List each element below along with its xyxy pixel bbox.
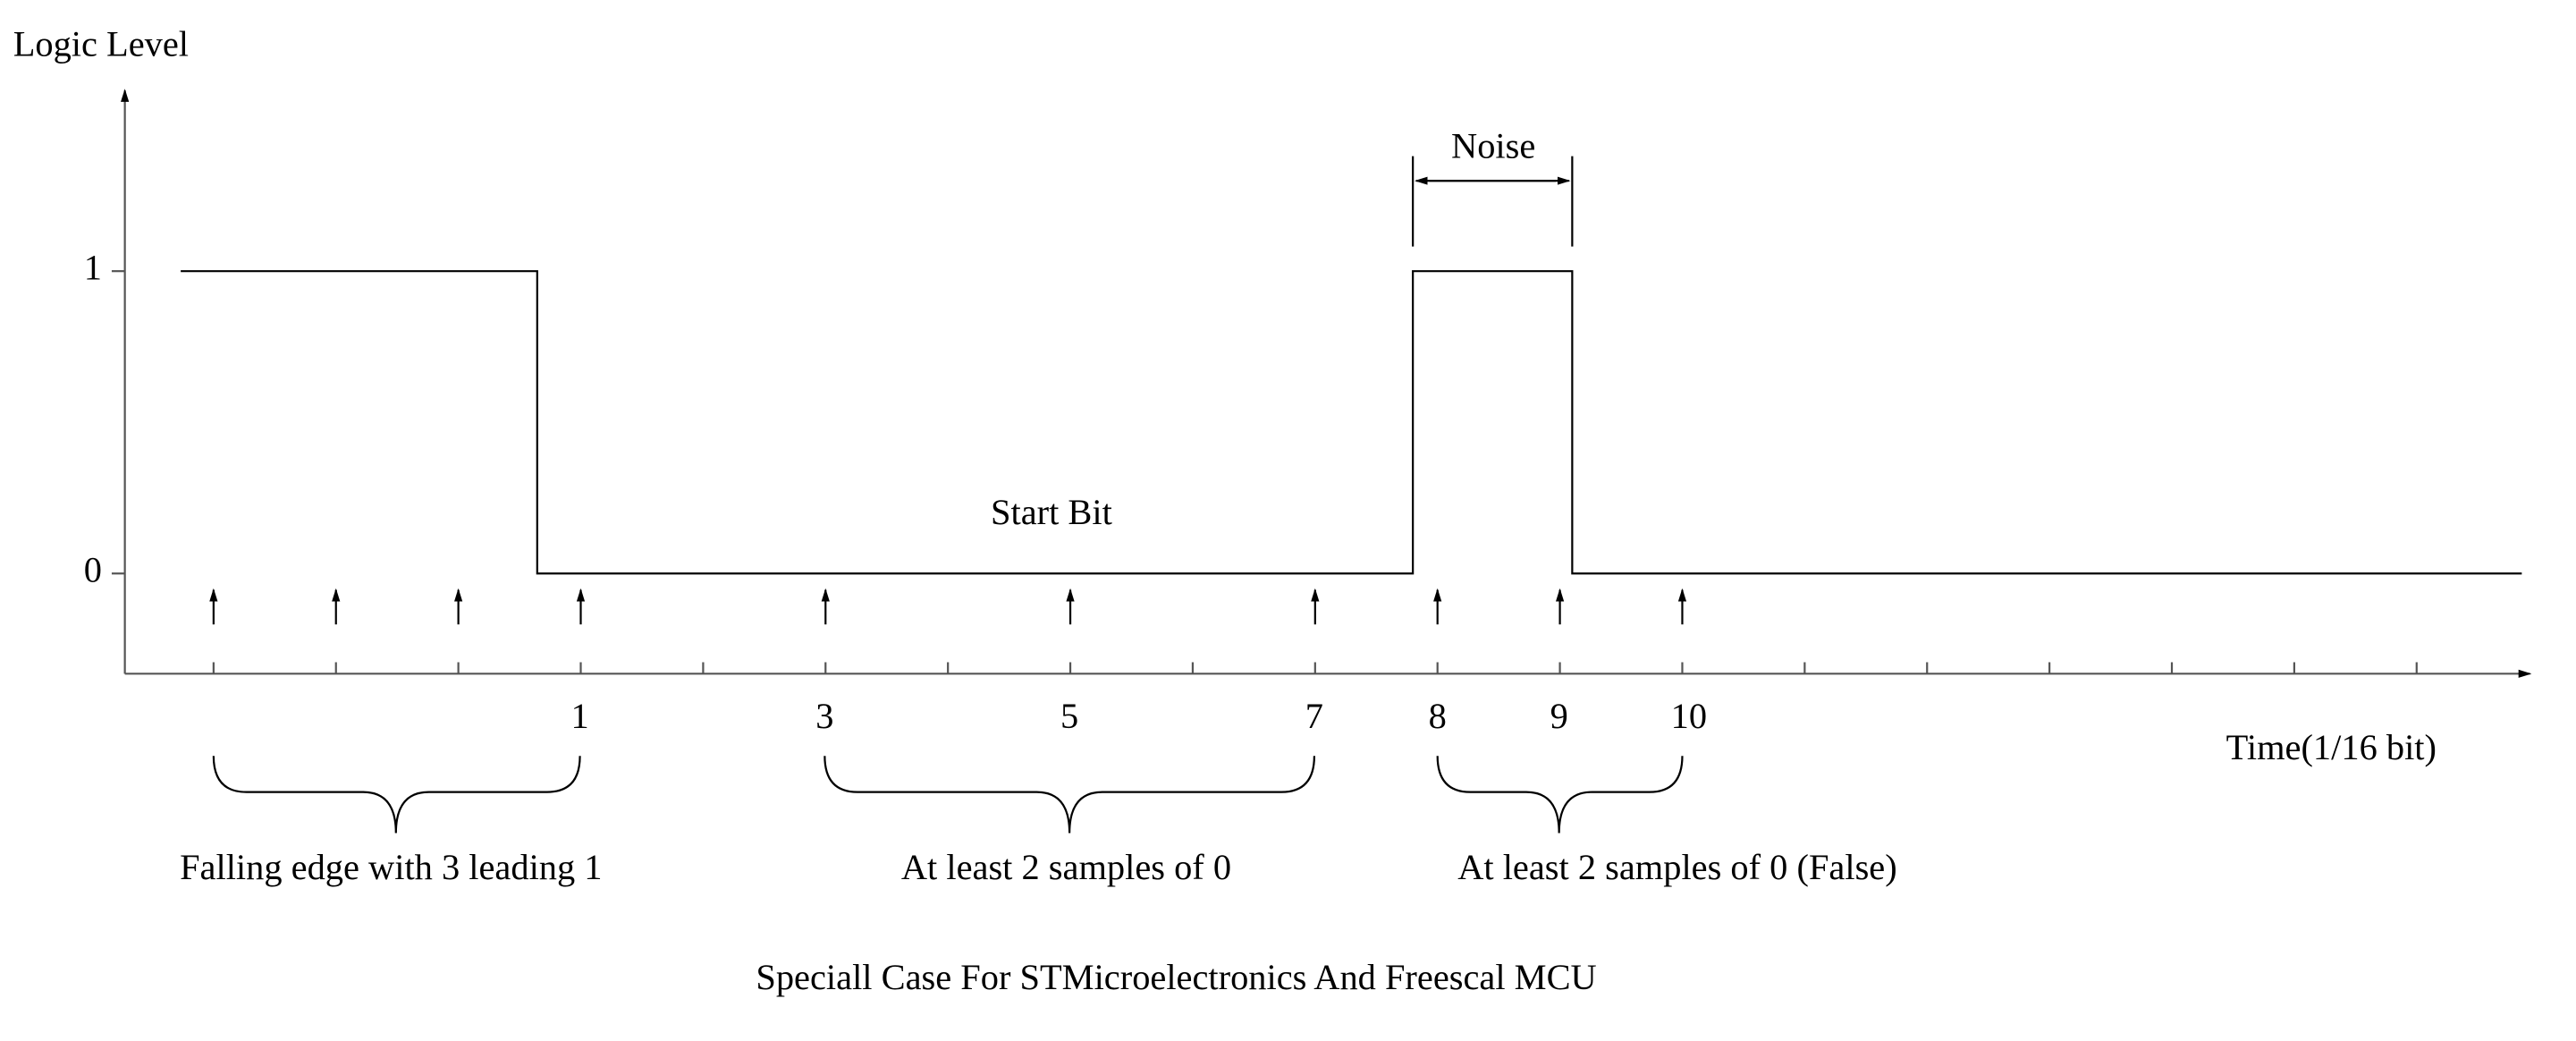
x-axis-label: Time(1/16 bit) xyxy=(2226,727,2437,767)
sample-label: 5 xyxy=(1060,696,1078,736)
x-ticks xyxy=(212,662,2418,674)
caption: Speciall Case For STMicroelectronics And… xyxy=(756,957,1596,997)
sample-label: 8 xyxy=(1429,696,1447,736)
sample-arrows xyxy=(209,588,1687,625)
sample-label: 10 xyxy=(1671,696,1707,736)
brace-label: At least 2 samples of 0 xyxy=(901,847,1231,887)
brace-label: Falling edge with 3 leading 1 xyxy=(180,847,602,887)
signal-label: Start Bit xyxy=(991,492,1112,532)
brace xyxy=(1436,756,1684,834)
brace xyxy=(212,756,581,834)
noise-label: Noise xyxy=(1451,125,1535,165)
y-level-label: 0 xyxy=(84,550,102,590)
brace-label: At least 2 samples of 0 (False) xyxy=(1457,847,1897,887)
sample-label: 1 xyxy=(570,696,588,736)
sample-label: 7 xyxy=(1305,696,1323,736)
sample-label: 9 xyxy=(1550,696,1568,736)
signal-waveform xyxy=(181,270,2522,575)
brace xyxy=(823,756,1316,834)
y-axis-label: Logic Level xyxy=(13,24,189,64)
y-level-label: 1 xyxy=(84,247,102,287)
sample-label: 3 xyxy=(815,696,833,736)
